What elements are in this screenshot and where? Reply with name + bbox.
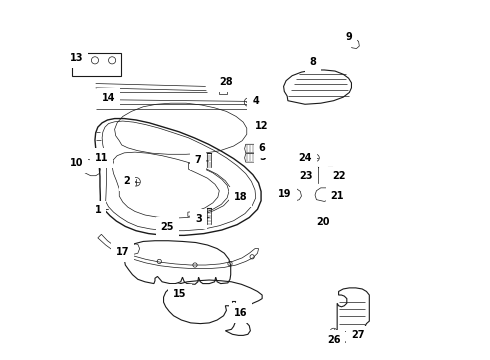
Text: 16: 16: [234, 308, 247, 318]
Text: 18: 18: [234, 192, 247, 202]
Text: 11: 11: [95, 153, 108, 163]
Text: 19: 19: [278, 189, 292, 199]
Text: 3: 3: [195, 214, 209, 224]
Text: 10: 10: [70, 158, 84, 168]
Text: 26: 26: [327, 335, 341, 345]
Text: 6: 6: [258, 143, 266, 153]
Text: 25: 25: [160, 222, 174, 232]
Text: 15: 15: [172, 289, 187, 298]
Text: 12: 12: [255, 121, 269, 131]
Bar: [220, 74, 227, 94]
Text: 8: 8: [309, 57, 317, 68]
Text: 2: 2: [124, 176, 136, 186]
Text: 5: 5: [258, 152, 266, 162]
Text: 21: 21: [330, 191, 344, 201]
Text: 7: 7: [195, 156, 209, 165]
Text: 17: 17: [116, 247, 129, 257]
Text: 20: 20: [316, 217, 330, 227]
Text: 23: 23: [300, 171, 313, 181]
Text: 14: 14: [102, 93, 117, 103]
Text: 13: 13: [70, 53, 83, 63]
Text: 28: 28: [220, 77, 233, 87]
Text: 27: 27: [351, 330, 364, 341]
Text: 22: 22: [332, 171, 345, 181]
Text: 1: 1: [95, 205, 109, 215]
Text: 24: 24: [298, 153, 312, 163]
Text: 4: 4: [251, 96, 259, 107]
Text: 9: 9: [345, 32, 352, 42]
